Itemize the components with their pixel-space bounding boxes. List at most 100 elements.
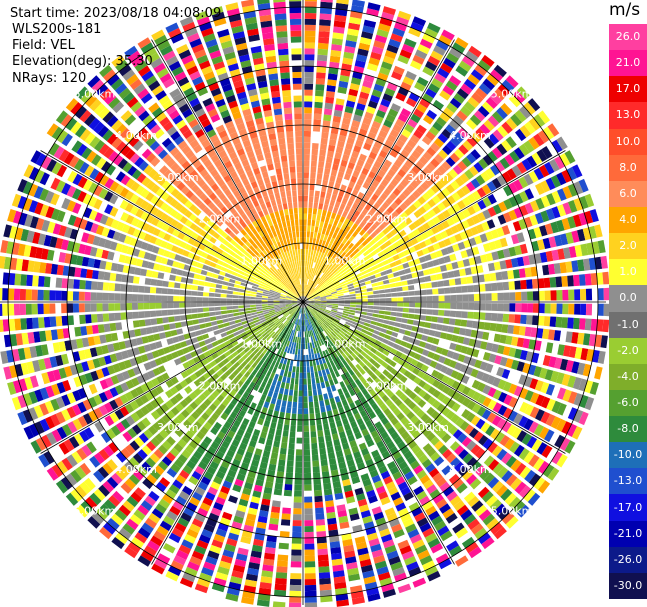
range-gate xyxy=(563,345,571,357)
range-gate xyxy=(379,293,386,298)
range-gate xyxy=(313,275,318,282)
range-gate xyxy=(528,254,536,265)
range-gate xyxy=(350,296,356,300)
range-gate xyxy=(303,325,305,332)
range-gate xyxy=(155,341,163,349)
range-gate xyxy=(278,323,284,329)
range-gate xyxy=(354,431,363,440)
range-gate xyxy=(322,417,328,425)
range-gate xyxy=(227,402,235,411)
range-gate xyxy=(427,376,436,385)
range-gate xyxy=(483,455,495,467)
range-gate xyxy=(109,322,117,332)
range-gate xyxy=(238,498,249,507)
range-gate xyxy=(169,505,181,516)
range-gate xyxy=(350,302,357,305)
range-gate xyxy=(332,298,339,301)
range-gate xyxy=(74,267,82,278)
range-gate xyxy=(93,335,101,345)
range-gate xyxy=(162,493,174,505)
range-gate xyxy=(493,503,507,516)
range-gate xyxy=(131,536,145,549)
range-gate xyxy=(462,469,473,481)
range-gate xyxy=(389,360,397,368)
range-gate xyxy=(341,359,348,367)
range-gate xyxy=(105,216,114,227)
range-gate xyxy=(120,350,129,360)
range-gate xyxy=(386,512,398,522)
range-gate xyxy=(427,396,437,406)
range-gate xyxy=(445,263,453,271)
range-gate xyxy=(311,154,318,162)
range-gate xyxy=(383,476,393,485)
range-gate xyxy=(487,115,500,128)
range-gate xyxy=(307,372,311,379)
range-gate xyxy=(51,208,61,221)
range-gate xyxy=(318,358,323,365)
range-gate xyxy=(382,247,390,255)
range-gate xyxy=(146,441,157,452)
range-gate xyxy=(300,343,303,350)
range-gate xyxy=(238,299,245,302)
range-gate xyxy=(528,339,536,350)
range-gate xyxy=(419,522,432,533)
range-gate xyxy=(326,279,332,285)
range-gate xyxy=(527,492,541,506)
range-gate xyxy=(374,407,383,416)
range-gate xyxy=(474,235,483,245)
range-gate xyxy=(319,583,332,591)
range-gate xyxy=(538,303,545,314)
range-gate xyxy=(386,44,399,54)
range-gate xyxy=(325,270,331,276)
range-gate xyxy=(179,355,187,363)
range-gate xyxy=(327,249,333,256)
range-gate xyxy=(47,370,56,383)
range-gate xyxy=(351,77,362,86)
range-gate xyxy=(508,209,518,221)
range-gate xyxy=(373,309,380,314)
range-gate xyxy=(559,437,571,451)
range-gate xyxy=(303,337,305,344)
range-gate xyxy=(28,407,39,421)
range-gate xyxy=(485,97,498,109)
range-gate xyxy=(567,216,577,229)
range-gate xyxy=(310,288,316,294)
range-gate xyxy=(451,192,461,202)
range-gate xyxy=(286,340,290,347)
range-gate xyxy=(133,509,146,521)
range-gate xyxy=(37,233,47,246)
range-gate xyxy=(426,309,433,315)
range-gate xyxy=(379,528,391,538)
range-gate xyxy=(307,285,311,292)
range-gate xyxy=(334,492,344,500)
range-gate xyxy=(226,343,234,350)
range-gate xyxy=(219,270,226,276)
range-gate xyxy=(180,321,188,327)
range-gate xyxy=(328,181,335,188)
range-gate xyxy=(15,258,23,271)
range-gate xyxy=(526,315,533,325)
range-gate xyxy=(320,304,327,306)
range-gate xyxy=(279,324,285,330)
range-gate xyxy=(315,328,319,335)
range-gate xyxy=(328,273,334,279)
range-gate xyxy=(320,381,326,389)
range-gate xyxy=(96,292,103,301)
range-gate xyxy=(131,377,140,387)
range-gate xyxy=(261,304,268,307)
range-gate xyxy=(408,246,416,254)
range-gate xyxy=(306,306,311,312)
range-gate xyxy=(325,293,332,296)
range-gate xyxy=(378,130,388,139)
range-gate xyxy=(381,275,389,281)
range-gate xyxy=(269,323,276,328)
range-gate xyxy=(409,331,417,338)
range-gate xyxy=(408,285,415,291)
range-gate xyxy=(367,63,379,72)
range-gate xyxy=(98,356,107,367)
range-gate xyxy=(127,541,141,554)
range-gate xyxy=(315,250,320,257)
range-gate xyxy=(310,166,317,173)
range-gate xyxy=(238,328,245,334)
